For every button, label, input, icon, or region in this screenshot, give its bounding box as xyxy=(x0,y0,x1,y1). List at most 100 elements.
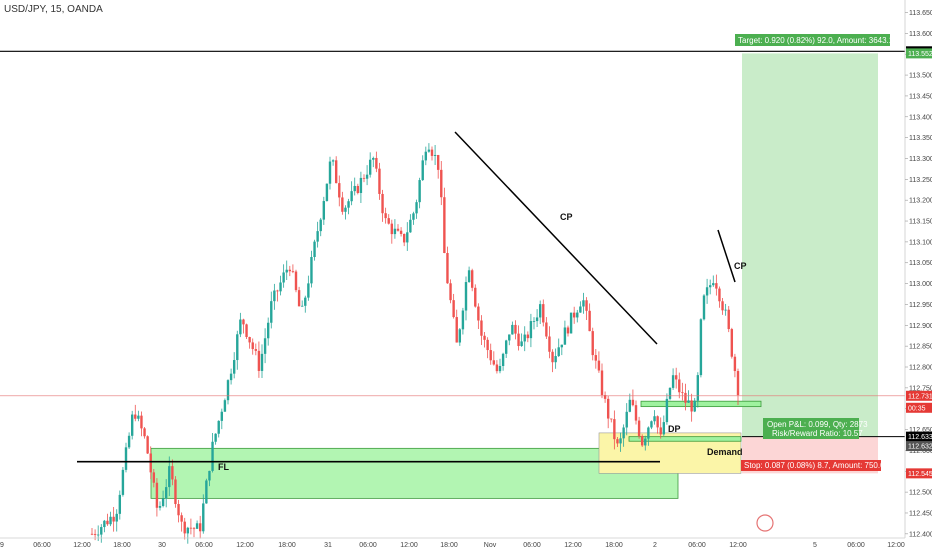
candle-body xyxy=(220,411,224,421)
cp-trendline[interactable] xyxy=(454,131,658,345)
candle-body xyxy=(143,428,146,437)
candle-body xyxy=(538,304,542,318)
candle-body xyxy=(266,322,270,339)
candle-body xyxy=(217,420,220,434)
candle-body xyxy=(662,422,666,435)
candle-body xyxy=(130,414,134,436)
candle-body xyxy=(124,447,128,470)
dp-zone[interactable] xyxy=(628,436,742,442)
candle-body xyxy=(699,319,703,376)
candle-body xyxy=(381,193,384,214)
candle-body xyxy=(647,427,650,439)
y-tick-label: 113.000 xyxy=(909,281,932,288)
x-tick-label: 5 xyxy=(813,542,817,549)
dp-label: DP xyxy=(668,424,681,434)
candle-body xyxy=(440,169,443,198)
candle-body xyxy=(433,154,437,156)
fl-zone[interactable] xyxy=(150,447,679,499)
y-tick-label: 113.200 xyxy=(909,198,932,205)
candle-body xyxy=(631,399,635,406)
candle-body xyxy=(103,520,106,528)
x-tick-label: 12:00 xyxy=(887,542,905,549)
candle-body xyxy=(727,309,730,330)
candle-body xyxy=(418,180,421,203)
x-tick-label: 12:00 xyxy=(236,542,254,549)
candle-body xyxy=(344,207,347,212)
candle-body xyxy=(724,309,727,311)
candle-body xyxy=(474,287,477,307)
candle-body xyxy=(582,300,585,307)
candle-body xyxy=(424,151,428,161)
x-tick-label: 06:00 xyxy=(33,542,51,549)
candle-body xyxy=(214,433,217,442)
candle-body xyxy=(109,516,112,525)
candle-body xyxy=(183,521,186,534)
x-tick-label: 12:00 xyxy=(73,542,91,549)
candle-body xyxy=(177,504,180,516)
candle-body xyxy=(149,453,152,473)
open-pl-label: Open P&L: 0.099, Qty: 2873 xyxy=(767,420,868,429)
candle-body xyxy=(606,398,610,419)
candle-body xyxy=(637,420,641,437)
candle-body xyxy=(498,365,502,372)
candle-body xyxy=(226,380,230,401)
candle-body xyxy=(257,350,261,371)
candle-body xyxy=(721,301,724,311)
candle-body xyxy=(560,344,564,348)
candle-body xyxy=(520,341,523,347)
candle-body xyxy=(467,270,471,283)
x-tick-label: 2 xyxy=(653,542,657,549)
target-zone xyxy=(742,53,878,437)
candle-body xyxy=(96,534,100,536)
candle-body xyxy=(192,528,196,530)
price-tag-bg xyxy=(906,441,932,452)
candle-body xyxy=(622,427,625,439)
candle-body xyxy=(195,523,199,529)
y-tick-label: 112.500 xyxy=(909,490,932,497)
y-tick-label: 112.800 xyxy=(909,365,932,372)
upper-zone[interactable] xyxy=(640,400,762,408)
candle-body xyxy=(665,398,669,423)
x-tick-label: 06:00 xyxy=(523,542,541,549)
candle-body xyxy=(674,375,678,380)
candle-body xyxy=(650,421,653,428)
candle-body xyxy=(736,371,740,396)
candle-body xyxy=(180,515,183,522)
candle-body xyxy=(594,355,598,361)
candle-body xyxy=(393,228,397,235)
candle-body xyxy=(304,297,307,306)
candle-body xyxy=(458,329,462,343)
price-tag-bg xyxy=(906,431,932,442)
price-tag-label: 112.545 xyxy=(908,471,932,478)
candle-body xyxy=(504,340,508,354)
candle-body xyxy=(412,213,415,220)
candle-body xyxy=(365,174,369,179)
candle-body xyxy=(625,411,628,428)
candle-body xyxy=(368,159,372,175)
x-tick-label: 06:00 xyxy=(847,542,865,549)
y-tick-label: 113.400 xyxy=(909,114,932,121)
candle-body xyxy=(443,197,446,254)
cp-trendline-2[interactable] xyxy=(717,229,736,283)
price-tag-bg xyxy=(906,468,932,479)
candle-body xyxy=(603,395,607,399)
price-tag-bg xyxy=(906,402,932,413)
candle-body xyxy=(273,290,276,302)
candle-body xyxy=(529,321,533,339)
price-tag-bg xyxy=(906,48,932,59)
x-tick-label: 18:00 xyxy=(278,542,296,549)
candle-body xyxy=(205,480,208,504)
candle-body xyxy=(307,283,310,298)
candle-body xyxy=(328,161,332,184)
candle-body xyxy=(242,319,245,325)
candle-body xyxy=(134,414,137,419)
candle-body xyxy=(372,157,375,160)
candle-body xyxy=(100,527,103,535)
demand-label: Demand xyxy=(707,447,743,457)
candle-body xyxy=(282,272,285,283)
y-tick-label: 113.500 xyxy=(909,73,932,80)
price-tag-label: 112.632 xyxy=(908,444,932,451)
candle-body xyxy=(508,334,511,341)
